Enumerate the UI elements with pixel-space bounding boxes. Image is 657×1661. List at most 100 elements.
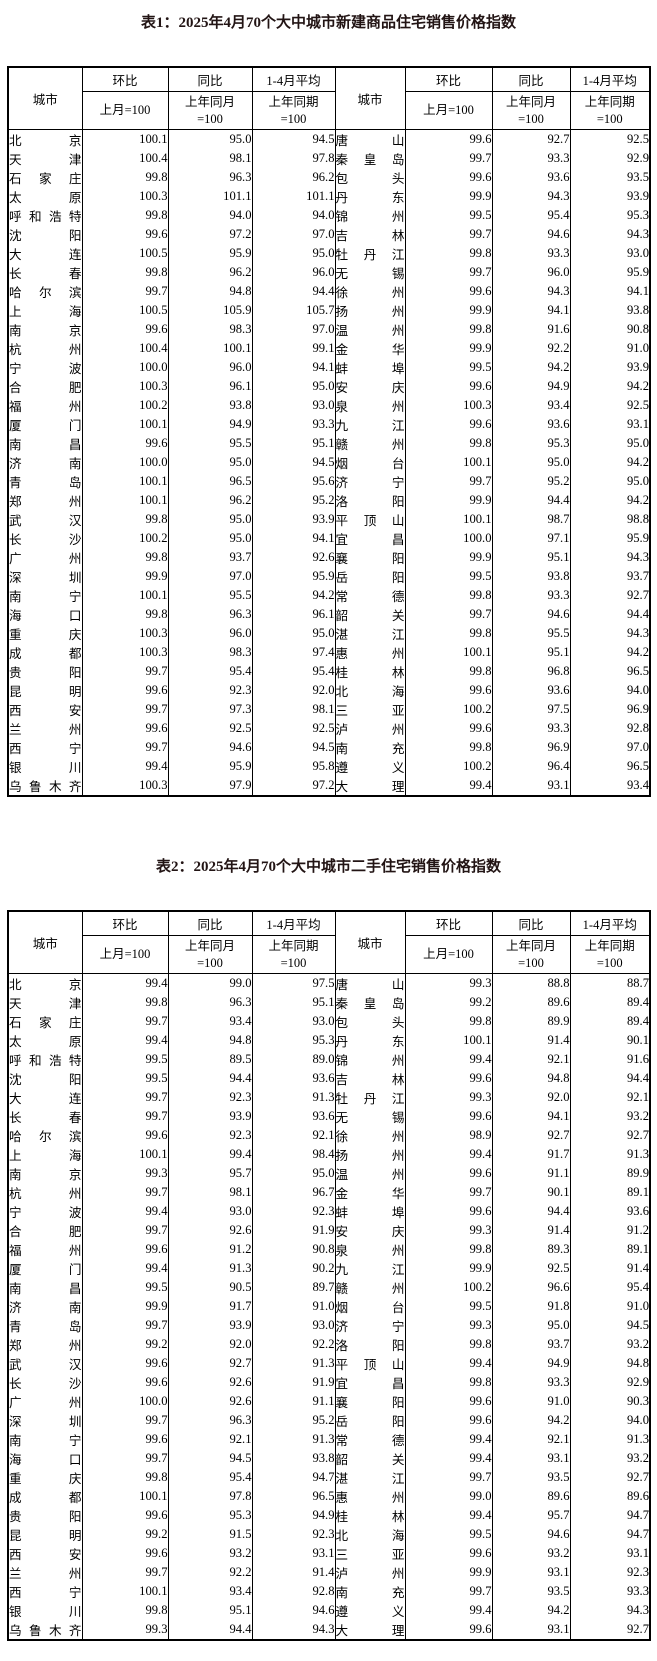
value-cell: 100.0 (81, 358, 169, 377)
value-cell: 94.0 (569, 1411, 651, 1430)
value-cell: 95.3 (491, 434, 571, 453)
value-cell: 99.0 (167, 973, 253, 993)
value-cell: 97.8 (167, 1487, 253, 1506)
city-cell: 昆明 (7, 681, 83, 700)
value-cell: 92.8 (251, 1582, 336, 1601)
city-cell: 南宁 (7, 586, 83, 605)
value-cell: 94.4 (569, 1069, 651, 1088)
city-cell: 九江 (334, 415, 406, 434)
city-cell: 锦州 (334, 1050, 406, 1069)
table1-body: 北京 100.1 95.0 94.5 唐山 99.6 92.7 92.5 天津 100.4 98.1… (7, 129, 651, 796)
value-cell: 90.1 (569, 1031, 651, 1050)
value-cell: 94.0 (167, 206, 253, 225)
city-cell: 温州 (334, 320, 406, 339)
city-cell: 惠州 (334, 1487, 406, 1506)
value-cell: 101.1 (167, 187, 253, 206)
city-cell: 南宁 (7, 1430, 83, 1449)
city-cell: 乌鲁木齐 (7, 776, 83, 796)
value-cell: 99.5 (81, 1050, 169, 1069)
value-cell: 93.5 (491, 1582, 571, 1601)
value-cell: 91.1 (251, 1392, 336, 1411)
table-row: 沈阳 99.5 94.4 93.6 吉林 99.6 94.8 94.4 (7, 1069, 651, 1088)
table-row: 兰州 99.6 92.5 92.5 泸州 99.6 93.3 92.8 (7, 719, 651, 738)
city-cell: 呼和浩特 (7, 206, 83, 225)
value-cell: 99.3 (81, 1164, 169, 1183)
header-avg-2: 1-4月平均 (569, 910, 651, 936)
table-row: 北京 100.1 95.0 94.5 唐山 99.6 92.7 92.5 (7, 129, 651, 149)
value-cell: 99.4 (81, 1259, 169, 1278)
city-cell: 重庆 (7, 624, 83, 643)
value-cell: 91.2 (167, 1240, 253, 1259)
city-cell: 宜昌 (334, 529, 406, 548)
value-cell: 99.4 (404, 1449, 493, 1468)
city-cell: 湛江 (334, 624, 406, 643)
value-cell: 94.3 (569, 624, 651, 643)
value-cell: 93.9 (569, 187, 651, 206)
value-cell: 95.7 (491, 1506, 571, 1525)
city-cell: 泸州 (334, 719, 406, 738)
city-cell: 徐州 (334, 282, 406, 301)
value-cell: 91.0 (569, 1297, 651, 1316)
value-cell: 97.0 (251, 225, 336, 244)
value-cell: 92.6 (167, 1221, 253, 1240)
value-cell: 100.3 (81, 776, 169, 796)
value-cell: 95.4 (569, 1278, 651, 1297)
value-cell: 99.4 (404, 1354, 493, 1373)
value-cell: 99.2 (81, 1525, 169, 1544)
value-cell: 96.5 (167, 472, 253, 491)
value-cell: 97.0 (569, 738, 651, 757)
header-city-2: 城市 (334, 66, 406, 130)
city-cell: 包头 (334, 168, 406, 187)
table-row: 乌鲁木齐 100.3 97.9 97.2 大理 99.4 93.1 93.4 (7, 776, 651, 796)
value-cell: 95.1 (167, 1601, 253, 1620)
city-cell: 沈阳 (7, 1069, 83, 1088)
value-cell: 99.6 (81, 1506, 169, 1525)
city-cell: 杭州 (7, 1183, 83, 1202)
city-cell: 三亚 (334, 700, 406, 719)
value-cell: 91.3 (167, 1259, 253, 1278)
value-cell: 99.7 (404, 605, 493, 624)
city-cell: 秦皇岛 (334, 149, 406, 168)
value-cell: 91.0 (251, 1297, 336, 1316)
value-cell: 88.7 (569, 973, 651, 993)
city-cell: 泉州 (334, 1240, 406, 1259)
value-cell: 92.5 (491, 1259, 571, 1278)
value-cell: 89.7 (251, 1278, 336, 1297)
value-cell: 92.5 (167, 719, 253, 738)
city-cell: 南充 (334, 738, 406, 757)
city-cell: 济宁 (334, 472, 406, 491)
value-cell: 95.9 (569, 529, 651, 548)
city-cell: 吉林 (334, 1069, 406, 1088)
city-cell: 上海 (7, 1145, 83, 1164)
city-cell: 石家庄 (7, 168, 83, 187)
city-cell: 金华 (334, 339, 406, 358)
value-cell: 94.3 (491, 187, 571, 206)
value-cell: 97.0 (167, 567, 253, 586)
value-cell: 100.2 (404, 700, 493, 719)
value-cell: 99.6 (404, 681, 493, 700)
value-cell: 90.1 (491, 1183, 571, 1202)
value-cell: 96.2 (167, 263, 253, 282)
value-cell: 99.8 (404, 738, 493, 757)
city-cell: 郑州 (7, 1335, 83, 1354)
value-cell: 101.1 (251, 187, 336, 206)
table-row: 成都 100.3 98.3 97.4 惠州 100.1 95.1 94.2 (7, 643, 651, 662)
city-cell: 常德 (334, 586, 406, 605)
table-row: 太原 99.4 94.8 95.3 丹东 100.1 91.4 90.1 (7, 1031, 651, 1050)
city-cell: 烟台 (334, 1297, 406, 1316)
table-row: 天津 100.4 98.1 97.8 秦皇岛 99.7 93.3 92.9 (7, 149, 651, 168)
value-cell: 98.1 (167, 149, 253, 168)
value-cell: 94.5 (251, 453, 336, 472)
city-cell: 唐山 (334, 129, 406, 149)
value-cell: 91.3 (251, 1088, 336, 1107)
header-row-base: 上月=100 上年同月 =100 上年同期 =100 上月=100 上年同月 =… (8, 91, 651, 130)
value-cell: 98.3 (167, 643, 253, 662)
table-row: 长春 99.7 93.9 93.6 无锡 99.6 94.1 93.2 (7, 1107, 651, 1126)
city-cell: 大连 (7, 244, 83, 263)
table-row: 贵阳 99.7 95.4 95.4 桂林 99.8 96.8 96.5 (7, 662, 651, 681)
value-cell: 99.8 (81, 510, 169, 529)
value-cell: 100.3 (81, 187, 169, 206)
header-yoy-base: 上年同月 =100 (167, 91, 253, 130)
value-cell: 99.7 (81, 1088, 169, 1107)
city-cell: 青岛 (7, 1316, 83, 1335)
